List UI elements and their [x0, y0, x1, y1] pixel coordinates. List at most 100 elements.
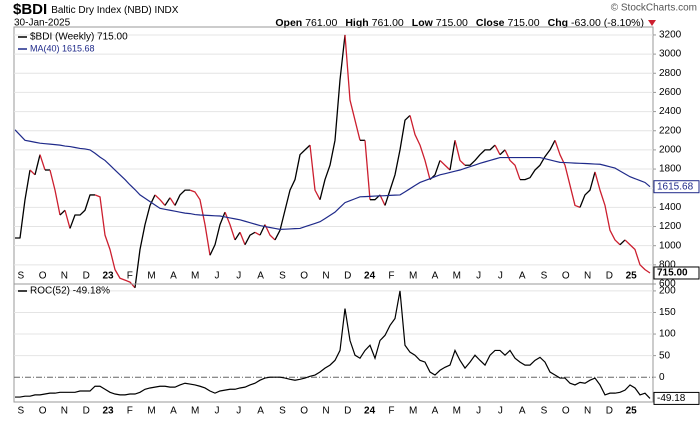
- quote-value: -63.00 (-8.10%): [571, 17, 644, 29]
- x-tick-label: D: [344, 271, 351, 282]
- y-tick-label: 100: [659, 329, 676, 340]
- price-line: [439, 159, 451, 171]
- y-tick-label: 2000: [659, 145, 682, 156]
- quote-value: 715.00: [436, 17, 468, 29]
- symbol-name: Baltic Dry Index (NBD) INDX: [51, 5, 179, 16]
- price-line: [264, 224, 276, 241]
- price-line: [454, 140, 466, 166]
- x-tick-label: J: [476, 271, 481, 282]
- price-line: [234, 231, 241, 241]
- x-tick-label: A: [432, 271, 439, 282]
- x-tick-label: N: [584, 271, 591, 282]
- x-tick-label: J: [498, 271, 503, 282]
- price-line: [49, 169, 61, 216]
- price-line: [174, 189, 190, 206]
- x-tick-label: J: [215, 271, 220, 282]
- price-line: [164, 197, 171, 206]
- price-line: [499, 149, 506, 156]
- x-tick-label: O: [300, 406, 308, 417]
- price-line: [579, 171, 596, 208]
- y-tick-label: 2600: [659, 87, 682, 98]
- price-line: [39, 154, 46, 171]
- quote-label: High: [345, 17, 368, 29]
- y-tick-label: 3000: [659, 49, 682, 60]
- x-tick-label: S: [541, 406, 548, 417]
- x-tick-label: O: [562, 406, 570, 417]
- x-tick-label: M: [191, 271, 199, 282]
- y-tick-label: 2200: [659, 125, 682, 136]
- x-tick-label: S: [279, 406, 286, 417]
- x-tick-label: M: [453, 271, 461, 282]
- x-tick-label: 23: [102, 271, 114, 282]
- x-tick-label: N: [61, 271, 68, 282]
- legend-label: MA(40) 1615.68: [30, 43, 95, 53]
- price-line: [69, 194, 95, 229]
- price-line: [64, 210, 71, 229]
- y-tick-label: 3200: [659, 30, 682, 41]
- x-tick-label: M: [453, 406, 461, 417]
- panel-frame: [13, 283, 654, 403]
- series-line: [14, 129, 651, 231]
- symbol: $BDI: [13, 1, 47, 18]
- x-tick-label: O: [562, 271, 570, 282]
- x-tick-label: M: [409, 271, 417, 282]
- price-line: [364, 140, 371, 200]
- price-line: [319, 34, 346, 200]
- quote-value: 761.00: [305, 17, 337, 29]
- x-tick-label: A: [170, 406, 177, 417]
- x-tick-label: A: [257, 271, 264, 282]
- quote-value: 715.00: [508, 17, 540, 29]
- y-tick-label: 2400: [659, 106, 682, 117]
- legend-label: ROC(52) -49.18%: [30, 286, 110, 297]
- price-line: [409, 115, 431, 180]
- x-tick-label: A: [257, 406, 264, 417]
- y-tick-label: 1200: [659, 221, 682, 232]
- x-tick-label: J: [476, 406, 481, 417]
- quote-label: Close: [476, 17, 505, 29]
- quote-label: Low: [412, 17, 434, 29]
- price-line: [274, 144, 311, 241]
- x-tick-label: A: [170, 271, 177, 282]
- x-tick-label: A: [519, 406, 526, 417]
- y-tick-label: 150: [659, 307, 676, 318]
- price-line: [59, 209, 66, 216]
- x-tick-label: N: [584, 406, 591, 417]
- credit: © StockCharts.com: [611, 3, 697, 14]
- price-line: [94, 194, 136, 289]
- price-line: [594, 171, 621, 246]
- x-tick-label: O: [39, 406, 47, 417]
- price-line: [504, 149, 521, 180]
- x-tick-label: A: [432, 406, 439, 417]
- price-line: [224, 211, 236, 241]
- x-tick-label: D: [83, 271, 90, 282]
- y-tick-label: 800: [659, 259, 676, 270]
- x-tick-label: 25: [626, 271, 638, 282]
- down-triangle: [648, 20, 656, 26]
- last-value-label: -49.18: [657, 393, 686, 404]
- price-line: [239, 232, 246, 245]
- x-tick-label: M: [147, 406, 155, 417]
- price-line: [254, 231, 261, 236]
- price-line: [624, 239, 651, 274]
- x-tick-label: A: [519, 271, 526, 282]
- price-line: [384, 114, 411, 206]
- x-tick-label: 24: [364, 271, 376, 282]
- x-tick-label: J: [236, 406, 241, 417]
- x-tick-label: 23: [102, 406, 114, 417]
- x-tick-label: M: [147, 271, 155, 282]
- y-tick-label: 50: [659, 350, 671, 361]
- last-value-label: 1615.68: [657, 181, 694, 192]
- y-tick-label: 600: [659, 279, 676, 290]
- x-tick-label: J: [498, 406, 503, 417]
- x-tick-label: F: [388, 271, 394, 282]
- price-line: [449, 140, 456, 171]
- price-line: [189, 189, 211, 256]
- x-tick-label: J: [215, 406, 220, 417]
- series-line: [15, 290, 651, 399]
- quote-label: Open: [275, 17, 302, 29]
- y-tick-label: 200: [659, 286, 676, 297]
- y-tick-label: 1800: [659, 164, 682, 175]
- x-tick-label: 25: [626, 406, 638, 417]
